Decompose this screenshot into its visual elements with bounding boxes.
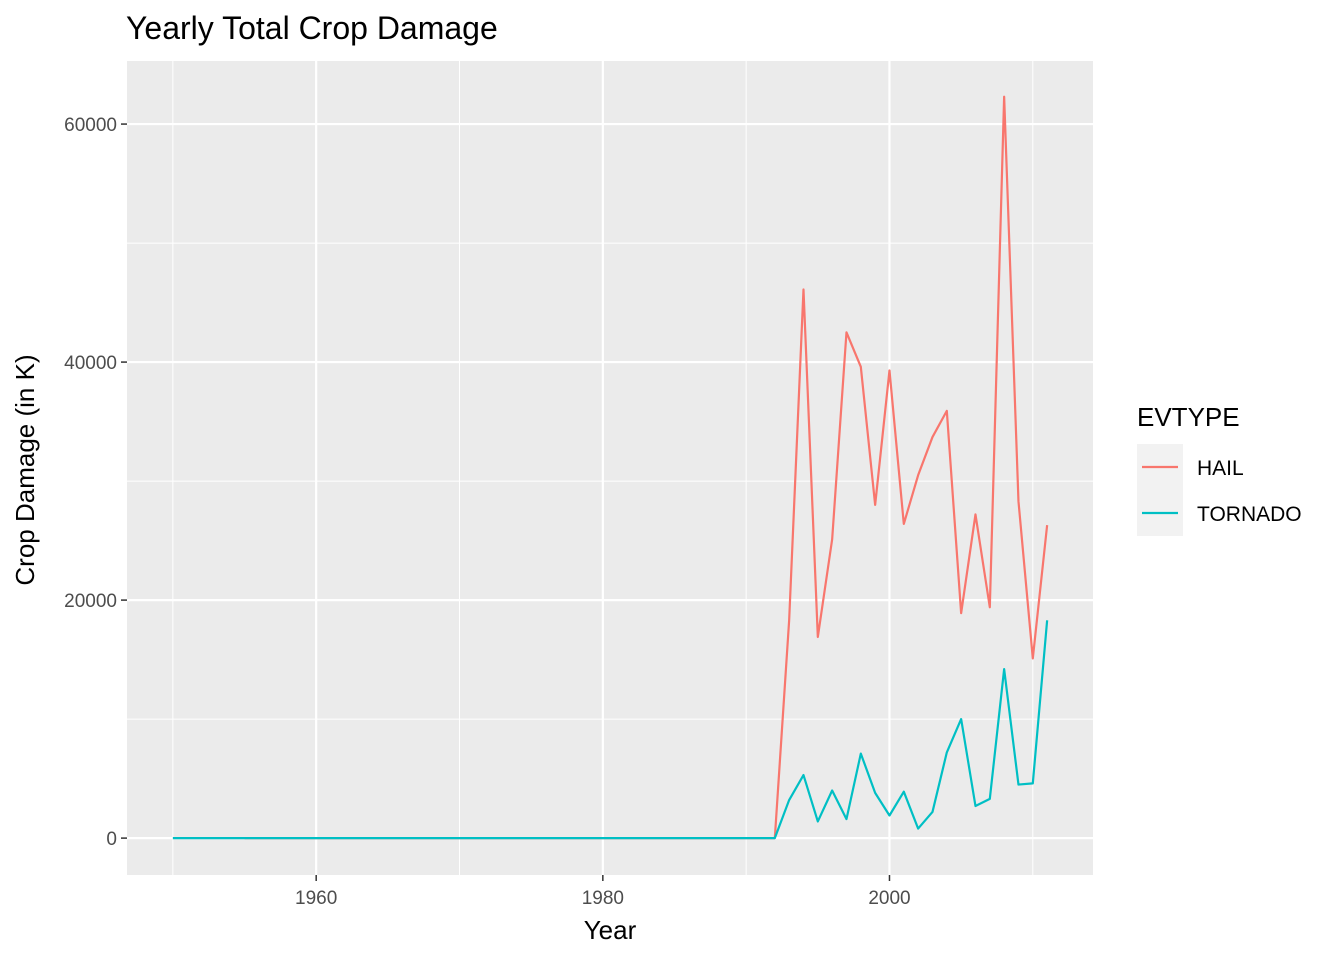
y-tick-label: 40000 bbox=[64, 353, 117, 374]
legend: EVTYPE HAIL TORNADO bbox=[1137, 402, 1302, 536]
plot-panel bbox=[127, 61, 1093, 875]
legend-label-tornado: TORNADO bbox=[1197, 503, 1302, 526]
legend-title: EVTYPE bbox=[1137, 402, 1240, 432]
x-tick-label: 2000 bbox=[868, 888, 910, 909]
y-tick-label: 0 bbox=[106, 829, 117, 850]
y-tick-label: 60000 bbox=[64, 115, 117, 136]
x-tick-label: 1980 bbox=[582, 888, 624, 909]
minor-gridlines bbox=[127, 61, 1093, 875]
legend-label-hail: HAIL bbox=[1197, 457, 1244, 480]
x-axis-ticks: 1960 1980 2000 bbox=[295, 875, 911, 909]
x-tick-label: 1960 bbox=[295, 888, 337, 909]
chart-title: Yearly Total Crop Damage bbox=[126, 10, 498, 46]
y-axis-title: Crop Damage (in K) bbox=[10, 354, 40, 585]
y-axis-ticks: 0 20000 40000 60000 bbox=[64, 115, 127, 850]
y-tick-label: 20000 bbox=[64, 591, 117, 612]
series-line-tornado bbox=[172, 620, 1049, 840]
x-axis-title: Year bbox=[584, 915, 637, 945]
series-lines bbox=[172, 95, 1049, 840]
